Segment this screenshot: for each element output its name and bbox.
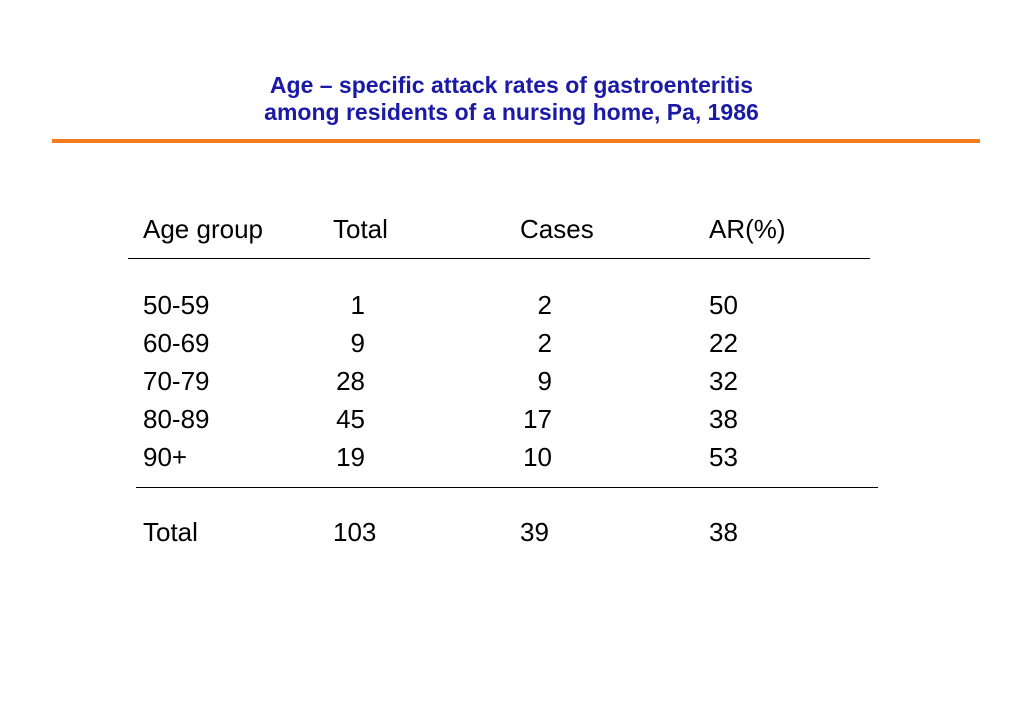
slide-title-line-2: among residents of a nursing home, Pa, 1…	[264, 99, 759, 125]
total-row-total: 103	[333, 517, 377, 547]
row-5-age-group: 90+	[143, 442, 188, 472]
row-4-cases: 17	[523, 404, 552, 434]
row-2-ar: 22	[709, 328, 738, 358]
row-3-age-group: 70-79	[143, 366, 210, 396]
row-3-cases: 9	[537, 366, 552, 396]
row-5-ar: 53	[709, 442, 738, 472]
row-1-ar: 50	[709, 290, 738, 320]
title-divider	[52, 139, 980, 143]
header-cases: Cases	[520, 214, 594, 244]
header-total: Total	[333, 214, 388, 244]
header-age-group: Age group	[143, 214, 263, 244]
row-5-total: 19	[336, 442, 365, 472]
row-1-total: 1	[350, 290, 365, 320]
row-3-ar: 32	[709, 366, 738, 396]
header-divider	[128, 258, 870, 259]
header-ar: AR(%)	[709, 214, 786, 244]
slide-title-line-1: Age – specific attack rates of gastroent…	[269, 72, 754, 98]
row-2-total: 9	[350, 328, 365, 358]
row-3-total: 28	[336, 366, 365, 396]
row-2-age-group: 60-69	[143, 328, 210, 358]
row-1-age-group: 50-59	[143, 290, 210, 320]
total-row-label: Total	[143, 517, 198, 547]
row-4-total: 45	[336, 404, 365, 434]
row-5-cases: 10	[523, 442, 552, 472]
footer-divider	[136, 487, 878, 488]
row-4-age-group: 80-89	[143, 404, 210, 434]
row-2-cases: 2	[537, 328, 552, 358]
total-row-cases: 39	[520, 517, 549, 547]
row-1-cases: 2	[537, 290, 552, 320]
row-4-ar: 38	[709, 404, 738, 434]
total-row-ar: 38	[709, 517, 738, 547]
